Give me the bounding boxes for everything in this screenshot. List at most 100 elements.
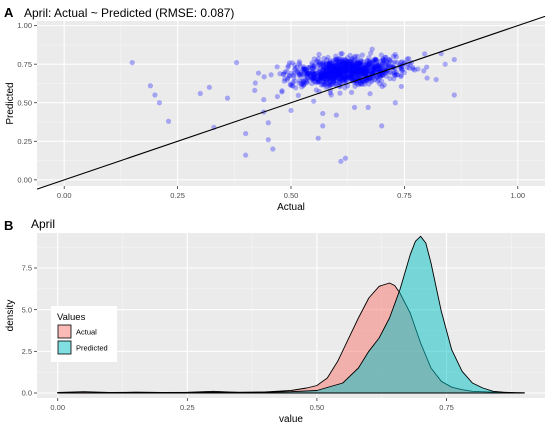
scatter-point (325, 64, 332, 70)
scatter-point (302, 68, 308, 74)
scatter-point (358, 81, 364, 87)
scatter-point (337, 75, 343, 81)
scatter-point (390, 53, 397, 59)
scatter-point (337, 64, 344, 70)
scatter-point (359, 71, 365, 77)
scatter-point (362, 78, 368, 84)
panel-a-x-tick-label: 0.00 (57, 191, 72, 200)
scatter-point (334, 56, 340, 62)
scatter-point (327, 70, 333, 77)
scatter-point (355, 60, 361, 67)
scatter-point (330, 63, 337, 69)
scatter-point (369, 46, 375, 52)
scatter-point (313, 87, 319, 93)
scatter-point (300, 78, 307, 85)
scatter-point (325, 70, 331, 76)
scatter-point (288, 81, 294, 87)
scatter-point (335, 57, 341, 63)
scatter-point (404, 64, 410, 70)
scatter-point (386, 62, 392, 69)
scatter-point (317, 72, 323, 78)
scatter-point (252, 87, 258, 93)
scatter-point (320, 74, 326, 80)
scatter-point (357, 67, 364, 73)
scatter-point (332, 66, 338, 72)
scatter-point (349, 74, 355, 80)
scatter-point (336, 71, 343, 77)
scatter-point (347, 58, 353, 64)
scatter-point (399, 68, 405, 74)
scatter-point (362, 64, 368, 70)
scatter-point (326, 66, 332, 72)
scatter-point (327, 82, 333, 88)
scatter-point (312, 74, 318, 80)
scatter-point (340, 67, 346, 74)
scatter-point (335, 69, 341, 75)
scatter-point (299, 71, 305, 77)
scatter-point (327, 72, 334, 78)
scatter-point (329, 74, 336, 81)
scatter-point (324, 76, 330, 83)
scatter-point (374, 62, 380, 68)
scatter-point (341, 74, 347, 80)
scatter-point (319, 60, 326, 66)
scatter-point (342, 65, 349, 71)
scatter-point (287, 82, 293, 88)
scatter-point (301, 66, 307, 72)
scatter-point (300, 76, 306, 83)
scatter-point (327, 66, 333, 72)
scatter-point (282, 69, 288, 75)
scatter-point (290, 83, 296, 89)
scatter-point (330, 63, 336, 69)
scatter-point (359, 67, 365, 74)
scatter-point (333, 58, 339, 65)
scatter-point (350, 68, 356, 74)
scatter-point (356, 67, 362, 73)
scatter-point (348, 62, 354, 68)
scatter-point (321, 73, 327, 79)
scatter-point (333, 66, 339, 73)
scatter-point (320, 67, 326, 74)
scatter-point (349, 73, 355, 80)
scatter-point (296, 61, 303, 67)
scatter-point (361, 69, 367, 75)
scatter-point (289, 60, 295, 66)
scatter-point (302, 77, 308, 83)
scatter-point (358, 65, 364, 72)
scatter-point (319, 74, 325, 80)
scatter-point (309, 76, 315, 83)
scatter-point (311, 73, 317, 80)
scatter-point (338, 65, 345, 71)
scatter-point (353, 59, 359, 66)
scatter-point (352, 83, 358, 89)
scatter-point (374, 67, 380, 73)
scatter-point (387, 57, 393, 63)
scatter-point (310, 75, 316, 81)
scatter-point (316, 70, 322, 76)
scatter-point (318, 74, 324, 80)
scatter-point (332, 68, 338, 75)
scatter-point (320, 77, 327, 83)
scatter-point (344, 63, 350, 70)
scatter-point (380, 57, 386, 63)
scatter-point (353, 70, 360, 76)
scatter-point (298, 81, 304, 87)
scatter-point (326, 71, 333, 78)
scatter-point (349, 72, 355, 78)
scatter-point (325, 64, 331, 71)
scatter-point (365, 65, 372, 71)
scatter-point (357, 61, 364, 67)
scatter-point (340, 73, 346, 80)
scatter-point (298, 70, 304, 77)
scatter-point (350, 66, 356, 72)
scatter-point (339, 71, 345, 77)
scatter-point (317, 75, 323, 81)
scatter-point (353, 63, 359, 69)
scatter-point (324, 72, 330, 78)
scatter-point (326, 78, 332, 84)
scatter-point (344, 69, 350, 75)
scatter-point (387, 63, 393, 69)
scatter-point (335, 70, 342, 76)
scatter-point (316, 51, 322, 57)
scatter-point (387, 75, 393, 82)
